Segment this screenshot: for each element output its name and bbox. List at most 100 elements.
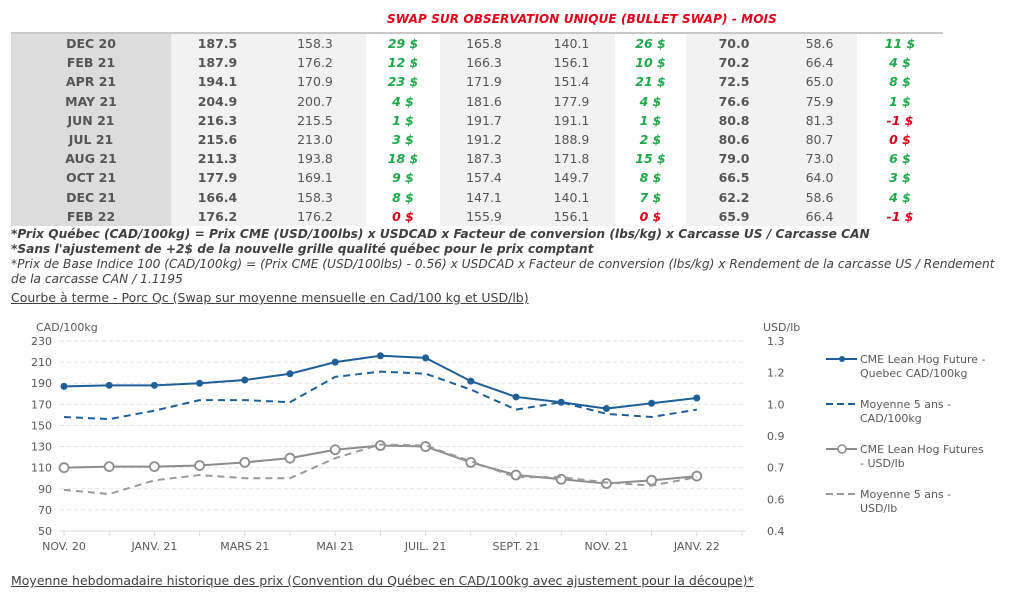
cell-d2: 21 $ xyxy=(615,72,686,92)
table-row: MAY 21 204.9 200.7 4 $181.6 177.9 4 $76.6 75.9… xyxy=(11,91,943,111)
cell-c2: 66.4 xyxy=(782,206,857,226)
cell-d3: 11 $ xyxy=(857,34,943,54)
left-tick-label: 50 xyxy=(38,525,52,538)
cell-d2: 1 $ xyxy=(615,110,686,130)
cell-c2: 75.9 xyxy=(782,91,857,111)
cell-b1: 157.4 xyxy=(440,168,528,188)
cell-d2: 15 $ xyxy=(615,149,686,169)
cell-b1: 191.7 xyxy=(440,110,528,130)
cell-d1: 23 $ xyxy=(366,72,440,92)
left-tick-label: 70 xyxy=(38,504,52,517)
cell-b1: 155.9 xyxy=(440,206,528,226)
cell-b1: 147.1 xyxy=(440,187,528,207)
data-point xyxy=(648,399,656,407)
cell-c1: 80.6 xyxy=(686,129,782,150)
cell-b2: 188.9 xyxy=(528,129,615,150)
data-point xyxy=(150,381,158,389)
cell-d1: 4 $ xyxy=(366,91,440,111)
cell-d2: 10 $ xyxy=(615,53,686,73)
left-tick-label: 130 xyxy=(31,441,52,454)
x-tick-label: MARS 21 xyxy=(220,540,269,553)
legend-label: CME Lean Hog Future - xyxy=(860,353,986,366)
note-prix-base: *Prix de Base Indice 100 (CAD/100kg) = (… xyxy=(11,257,995,286)
data-point xyxy=(105,381,113,389)
cell-d1: 9 $ xyxy=(366,168,440,188)
cell-a1: 177.9 xyxy=(171,168,264,188)
cell-c1: 76.6 xyxy=(686,91,782,111)
legend-label: Moyenne 5 ans - xyxy=(860,398,951,411)
series-line-3 xyxy=(63,443,697,496)
cell-b2: 171.8 xyxy=(528,149,615,169)
cell-c2: 81.3 xyxy=(782,110,857,130)
data-point xyxy=(58,462,70,474)
cell-a2: 213.0 xyxy=(264,129,366,150)
x-tick-label: NOV. 21 xyxy=(585,540,629,553)
data-point xyxy=(601,478,612,489)
cell-d3: -1 $ xyxy=(857,110,943,130)
data-point xyxy=(241,376,249,384)
cell-a2: 176.2 xyxy=(264,53,366,73)
cell-a2: 158.3 xyxy=(264,187,366,207)
cell-d1: 3 $ xyxy=(366,129,440,150)
cell-d3: 4 $ xyxy=(857,187,943,207)
cell-a2: 158.3 xyxy=(264,34,366,54)
data-point xyxy=(239,456,251,468)
table-title: SWAP SUR OBSERVATION UNIQUE (BULLET SWAP… xyxy=(387,12,777,26)
right-tick-label: 1.3 xyxy=(767,335,785,348)
cell-d1: 18 $ xyxy=(366,149,440,169)
cell-month: JUN 21 xyxy=(11,110,171,130)
x-tick-label: JANV. 21 xyxy=(130,540,177,553)
cell-b2: 177.9 xyxy=(528,91,615,111)
left-tick-label: 190 xyxy=(31,377,52,390)
cell-a1: 204.9 xyxy=(171,91,264,111)
data-point xyxy=(602,405,610,413)
section-link-moyenne[interactable]: Moyenne hebdomadaire historique des prix… xyxy=(11,573,754,588)
cell-d3: 8 $ xyxy=(857,72,943,92)
data-point xyxy=(329,444,341,456)
left-tick-label: 90 xyxy=(38,483,52,496)
bullet-swap-table: DEC 20 187.5 158.3 29 $165.8 140.1 26 $70.0 58… xyxy=(11,32,943,226)
cell-b2: 151.4 xyxy=(528,72,615,92)
cell-c2: 73.0 xyxy=(782,149,857,169)
cell-b2: 140.1 xyxy=(528,187,615,207)
cell-b2: 156.1 xyxy=(528,206,615,226)
legend-marker xyxy=(837,444,847,454)
cell-c2: 58.6 xyxy=(782,187,857,207)
cell-month: DEC 20 xyxy=(11,34,171,54)
data-point xyxy=(103,461,115,473)
cell-month: FEB 22 xyxy=(11,206,171,226)
legend-marker xyxy=(839,356,845,362)
cell-d3: 3 $ xyxy=(857,168,943,188)
cell-month: DEC 21 xyxy=(11,187,171,207)
cell-a1: 194.1 xyxy=(171,72,264,92)
legend-label: CAD/100kg xyxy=(860,412,922,425)
cell-d1: 12 $ xyxy=(366,53,440,73)
cell-a2: 200.7 xyxy=(264,91,366,111)
right-tick-label: 0.9 xyxy=(767,430,785,443)
cell-c2: 65.0 xyxy=(782,72,857,92)
cell-c1: 65.9 xyxy=(686,206,782,226)
right-tick-label: 0.4 xyxy=(767,525,785,538)
left-axis-label: CAD/100kg xyxy=(36,321,98,334)
left-tick-label: 210 xyxy=(31,356,52,369)
legend-label: Quebec CAD/100kg xyxy=(860,367,967,380)
data-point xyxy=(376,352,384,360)
section-link-courbe[interactable]: Courbe à terme - Porc Qc (Swap sur moyen… xyxy=(11,290,529,305)
table-row: DEC 20 187.5 158.3 29 $165.8 140.1 26 $70.0 58… xyxy=(11,34,943,54)
data-point xyxy=(691,470,703,482)
cell-month: MAY 21 xyxy=(11,91,171,111)
left-tick-label: 230 xyxy=(31,335,52,348)
cell-d1: 1 $ xyxy=(366,110,440,130)
x-tick-label: JUIL. 21 xyxy=(404,540,447,553)
cell-a2: 193.8 xyxy=(264,149,366,169)
right-axis-label: USD/lb xyxy=(763,321,800,334)
cell-d3: 1 $ xyxy=(857,91,943,111)
cell-a2: 170.9 xyxy=(264,72,366,92)
cell-d1: 29 $ xyxy=(366,34,440,54)
table-row: AUG 21 211.3 193.8 18 $187.3 171.8 15 $79.0 73… xyxy=(11,149,943,169)
cell-d3: 0 $ xyxy=(857,129,943,150)
cell-a1: 166.4 xyxy=(171,187,264,207)
cell-month: APR 21 xyxy=(11,72,171,92)
right-tick-label: 1.0 xyxy=(767,398,785,411)
table-row: APR 21 194.1 170.9 23 $171.9 151.4 21 $72.5 65… xyxy=(11,72,943,92)
